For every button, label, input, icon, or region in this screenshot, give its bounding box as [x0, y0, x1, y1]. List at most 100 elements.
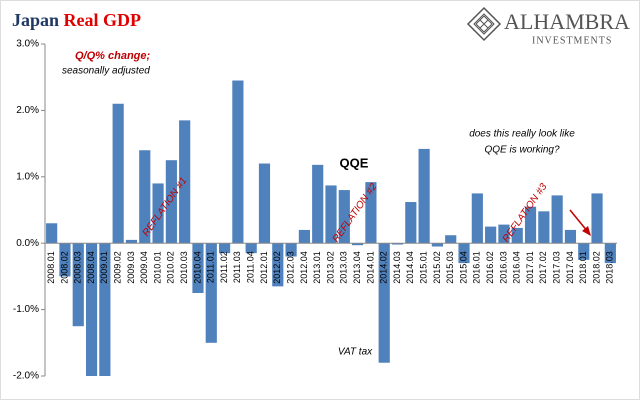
bar: [591, 193, 603, 244]
bar: [232, 80, 244, 244]
x-tick-label: 2009.03: [126, 251, 136, 284]
x-tick-label: 2017.01: [525, 251, 535, 284]
bar: [418, 148, 430, 244]
bar: [139, 150, 151, 244]
bar: [179, 120, 191, 244]
bar: [564, 229, 577, 244]
bar: [498, 224, 510, 244]
x-tick-label: 2012.03: [285, 251, 295, 284]
x-tick-label: 2013.04: [352, 251, 362, 284]
bar: [431, 243, 444, 247]
bar: [46, 223, 58, 244]
x-tick-label: 2016.02: [485, 251, 495, 284]
bar: [192, 243, 204, 293]
annotation: QQE: [340, 155, 369, 170]
arrow: [569, 209, 589, 233]
y-tick-label: 1.0%: [16, 171, 39, 182]
bar: [112, 103, 124, 244]
x-tick-label: 2015.01: [418, 251, 428, 284]
x-tick-label: 2010.04: [192, 251, 202, 284]
bar: [524, 206, 537, 244]
bar: [405, 202, 417, 244]
annotation: does this really look like: [469, 129, 575, 140]
x-tick-label: 2015.03: [445, 251, 455, 284]
x-tick-label: 2011.01: [206, 251, 216, 283]
bar: [218, 243, 231, 254]
bar: [485, 226, 497, 244]
x-tick-label: 2008.02: [59, 251, 69, 284]
x-tick-label: 2016.01: [472, 251, 482, 284]
x-tick-label: 2014.04: [405, 251, 415, 284]
x-tick-label: 2014.03: [392, 251, 402, 284]
bar: [312, 164, 324, 244]
x-tick-label: 2017.02: [538, 251, 548, 284]
y-tick-label: -1.0%: [13, 304, 39, 315]
x-tick-label: 2012.01: [259, 251, 269, 284]
bar: [298, 229, 310, 244]
bar: [205, 243, 217, 343]
x-tick-label: 2008.04: [86, 251, 96, 284]
y-tick-label: 0.0%: [16, 238, 39, 249]
bar: [445, 235, 457, 244]
y-tick-label: 3.0%: [16, 39, 39, 50]
bar: [99, 243, 111, 376]
x-tick-label: 2017.04: [565, 251, 575, 284]
logo-tagline: INVESTMENTS: [532, 35, 612, 46]
bar: [245, 243, 257, 254]
x-tick-label: 2018.03: [605, 251, 615, 284]
bar: [365, 182, 377, 244]
bar: [165, 160, 177, 244]
annotation: seasonally adjusted: [62, 66, 150, 77]
x-tick-label: 2015.02: [432, 251, 442, 284]
logo-icon: [466, 6, 502, 42]
x-tick-label: 2008.01: [46, 251, 56, 284]
bar: [551, 195, 563, 244]
bar: [458, 243, 470, 264]
x-tick-label: 2009.02: [113, 251, 123, 284]
x-tick-label: 2010.01: [152, 251, 162, 284]
annotation: VAT tax: [338, 347, 373, 358]
bar: [471, 193, 483, 244]
bar: [72, 243, 84, 327]
x-tick-label: 2016.04: [512, 251, 522, 284]
bar: [325, 185, 337, 244]
arrow-head: [582, 226, 591, 236]
x-tick-label: 2010.03: [179, 251, 189, 284]
x-tick-label: 2010.02: [166, 251, 176, 284]
bar: [538, 211, 550, 244]
x-tick-label: 2015.04: [458, 251, 468, 284]
x-tick-label: 2011.02: [219, 251, 229, 283]
bar: [352, 243, 364, 246]
bar: [391, 243, 404, 245]
bar: [152, 183, 164, 244]
x-tick-label: 2012.04: [299, 251, 309, 284]
bar: [285, 243, 297, 257]
bar: [604, 243, 616, 264]
bar: [59, 243, 71, 277]
bar: [578, 243, 590, 260]
annotation: QQE is working?: [484, 145, 559, 156]
x-tick-label: 2009.04: [139, 251, 149, 284]
x-tick-label: 2012.02: [272, 251, 282, 284]
bar: [125, 239, 138, 244]
x-tick-label: 2014.01: [365, 251, 375, 284]
x-tick-label: 2011.04: [246, 251, 256, 283]
logo-name: ALHAMBRA: [504, 9, 630, 34]
x-tick-label: 2011.03: [232, 251, 242, 283]
x-tick-label: 2013.03: [339, 251, 349, 284]
title-highlight: Real GDP: [64, 10, 141, 30]
bar: [511, 227, 523, 244]
y-tick-label: 2.0%: [16, 105, 39, 116]
x-tick-label: 2013.02: [325, 251, 335, 284]
annotation: Q/Q% change;: [75, 50, 151, 62]
bar: [258, 163, 271, 244]
bar: [85, 243, 98, 376]
x-tick-label: 2016.03: [498, 251, 508, 284]
bar: [338, 190, 350, 244]
x-tick-label: 2009.01: [99, 251, 109, 284]
x-tick-label: 2008.03: [73, 251, 83, 284]
y-tick-label: -2.0%: [13, 371, 39, 382]
x-tick-label: 2017.03: [552, 251, 562, 284]
x-tick-label: 2013.01: [312, 251, 322, 284]
